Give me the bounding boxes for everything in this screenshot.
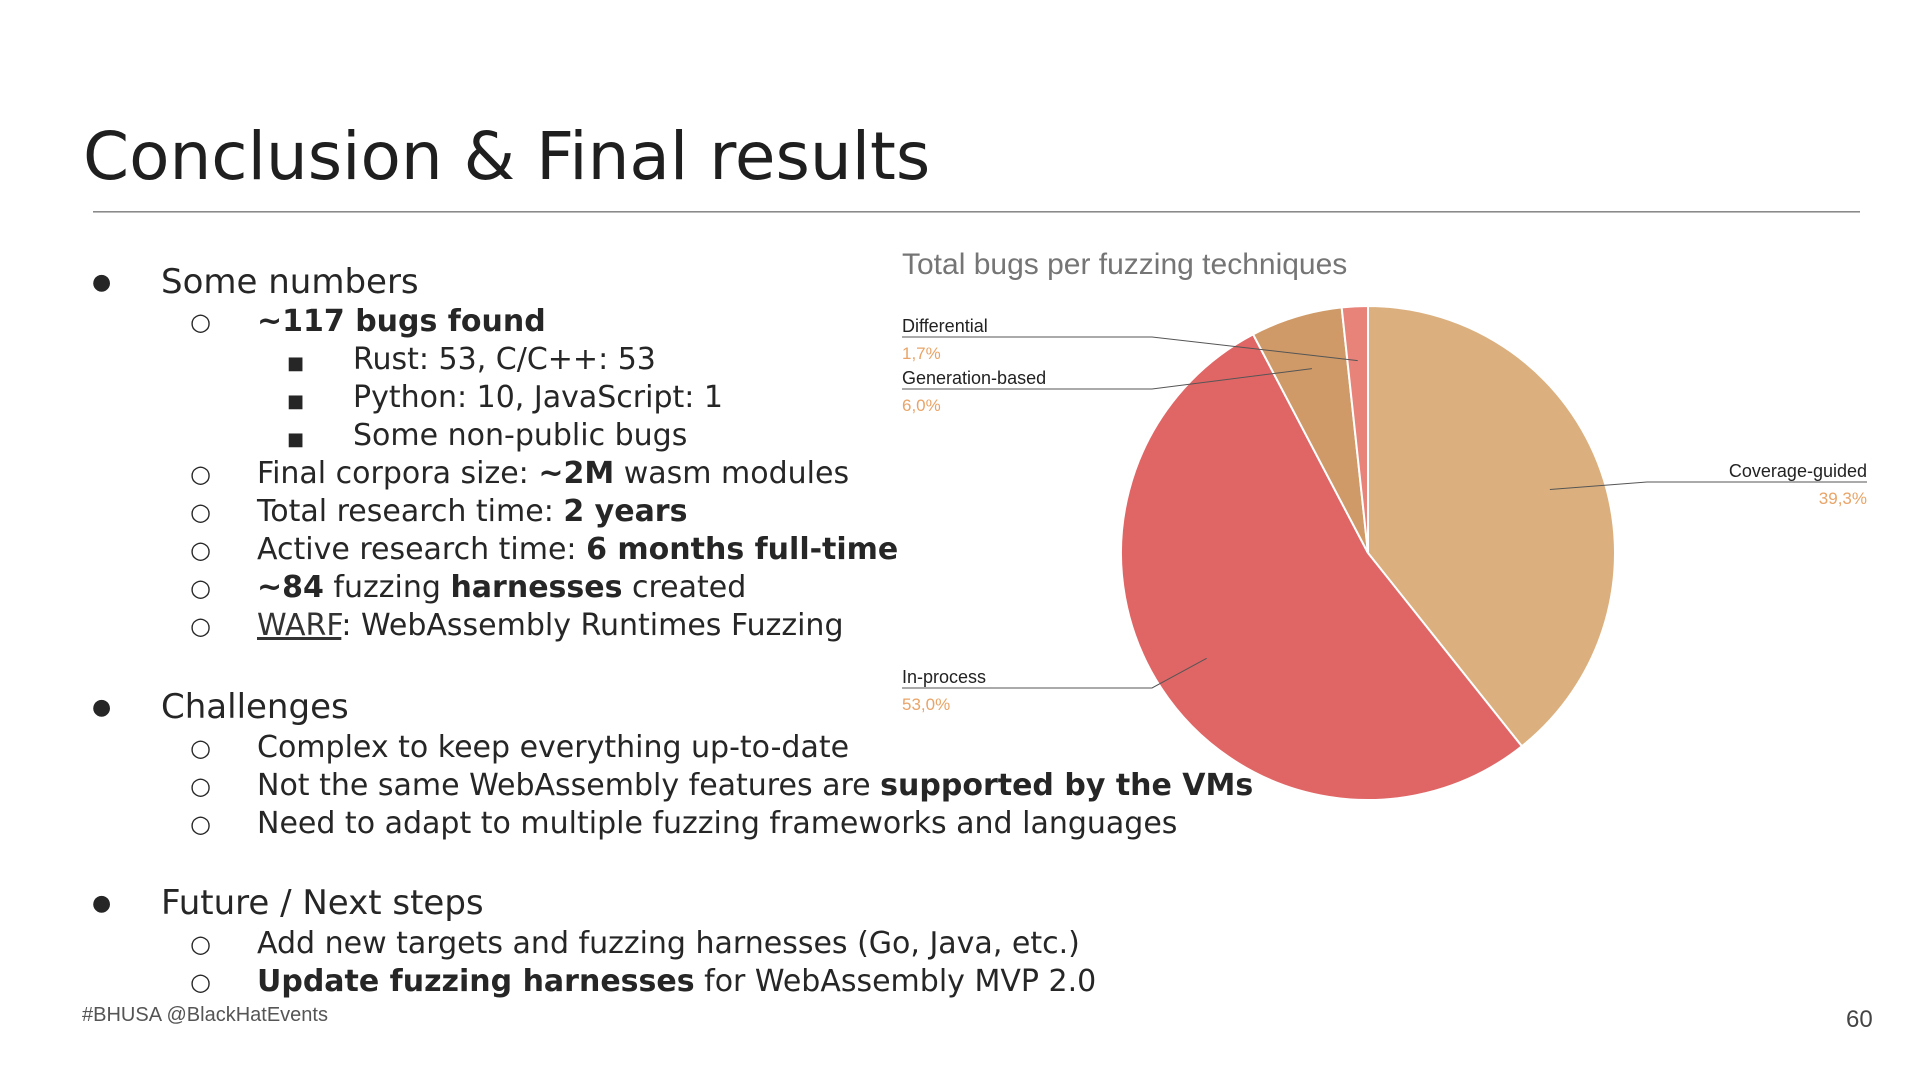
bugs-found-text: ~117 bugs found	[257, 304, 546, 339]
leader-line	[902, 368, 1312, 390]
challenge-2-pre: Not the same WebAssembly features are	[257, 768, 881, 803]
bullet-circle: ○	[190, 612, 211, 640]
slice-percent: 1,7%	[902, 344, 941, 363]
pie-slice-differential	[1340, 304, 1369, 554]
corpora-bold: ~2M	[538, 456, 615, 491]
warf-post: : WebAssembly Runtimes Fuzzing	[341, 608, 844, 643]
bullet-dot: ●	[92, 270, 112, 295]
bullet-circle: ○	[190, 498, 211, 526]
bullet-circle: ○	[190, 968, 211, 996]
bullet-square: ■	[287, 429, 305, 450]
slide-title: Conclusion & Final results	[83, 118, 931, 195]
future-2-bold: Update fuzzing harnesses	[257, 964, 695, 999]
pie-chart-svg: Coverage-guided 39,3% In-process 53,0% Gener…	[902, 304, 1867, 801]
leader-line	[1549, 481, 1867, 490]
pie-slice-in-process	[1120, 332, 1524, 801]
slice-percent: 53,0%	[902, 695, 950, 714]
bullet-square: ■	[287, 391, 305, 412]
warf-link[interactable]: WARF	[257, 608, 342, 643]
bullet-circle: ○	[190, 772, 211, 800]
slice-label: Generation-based	[902, 368, 1046, 388]
challenge-2-bold: supported by the VMs	[880, 768, 1254, 803]
harnesses-post: created	[622, 570, 747, 605]
bullet-circle: ○	[190, 536, 211, 564]
challenge-1: Complex to keep everything up-to-date	[257, 730, 850, 765]
bullet-circle: ○	[190, 574, 211, 602]
challenge-3: Need to adapt to multiple fuzzing framew…	[257, 806, 1178, 841]
challenge-2: Not the same WebAssembly features are su…	[257, 768, 1253, 803]
title-divider	[93, 211, 1860, 213]
footer-hashtag: #BHUSA @BlackHatEvents	[82, 1004, 328, 1026]
bullet-square: ■	[287, 353, 305, 374]
pie-slice-coverage-guided	[1367, 304, 1616, 748]
pie-chart: Total bugs per fuzzing techniques Covera…	[880, 240, 1880, 820]
bullet-circle: ○	[190, 930, 211, 958]
total-time-pre: Total research time:	[257, 494, 564, 529]
leader-line	[902, 657, 1207, 689]
item-active-time: Active research time: 6 months full-time	[257, 532, 898, 567]
active-time-bold: 6 months full-time	[586, 532, 899, 567]
slice-percent: 39,3%	[1819, 489, 1867, 508]
harnesses-word: harnesses	[450, 570, 623, 605]
item-total-time: Total research time: 2 years	[257, 494, 687, 529]
corpora-post: wasm modules	[614, 456, 850, 491]
item-corpora: Final corpora size: ~2M wasm modules	[257, 456, 849, 491]
future-2-post: for WebAssembly MVP 2.0	[694, 964, 1097, 999]
slice-label: Coverage-guided	[1729, 461, 1867, 481]
slice-percent: 6,0%	[902, 396, 941, 415]
heading-challenges: Challenges	[161, 687, 349, 727]
item-warf: WARF: WebAssembly Runtimes Fuzzing	[257, 608, 844, 643]
leader-line	[902, 336, 1358, 362]
bullet-dot: ●	[92, 891, 112, 916]
item-rust-cpp: Rust: 53, C/C++: 53	[353, 342, 656, 377]
future-2: Update fuzzing harnesses for WebAssembly…	[257, 964, 1096, 999]
corpora-pre: Final corpora size:	[257, 456, 539, 491]
page-number: 60	[1846, 1006, 1873, 1033]
bullet-dot: ●	[92, 695, 112, 720]
item-bugs-found: ~117 bugs found	[257, 304, 546, 339]
harnesses-count: ~84	[257, 570, 324, 605]
slice-label: Differential	[902, 316, 988, 336]
bullet-circle: ○	[190, 460, 211, 488]
item-nonpublic: Some non-public bugs	[353, 418, 688, 453]
item-python-js: Python: 10, JavaScript: 1	[353, 380, 723, 415]
bullet-circle: ○	[190, 734, 211, 762]
harnesses-mid: fuzzing	[323, 570, 451, 605]
bullet-circle: ○	[190, 810, 211, 838]
heading-some-numbers: Some numbers	[161, 262, 419, 302]
chart-title: Total bugs per fuzzing techniques	[902, 248, 1348, 281]
active-time-pre: Active research time:	[257, 532, 587, 567]
heading-future: Future / Next steps	[161, 883, 484, 923]
item-harnesses: ~84 fuzzing harnesses created	[257, 570, 746, 605]
bullet-circle: ○	[190, 308, 211, 336]
total-time-bold: 2 years	[563, 494, 688, 529]
future-1: Add new targets and fuzzing harnesses (G…	[257, 926, 1080, 961]
slice-label: In-process	[902, 667, 986, 687]
